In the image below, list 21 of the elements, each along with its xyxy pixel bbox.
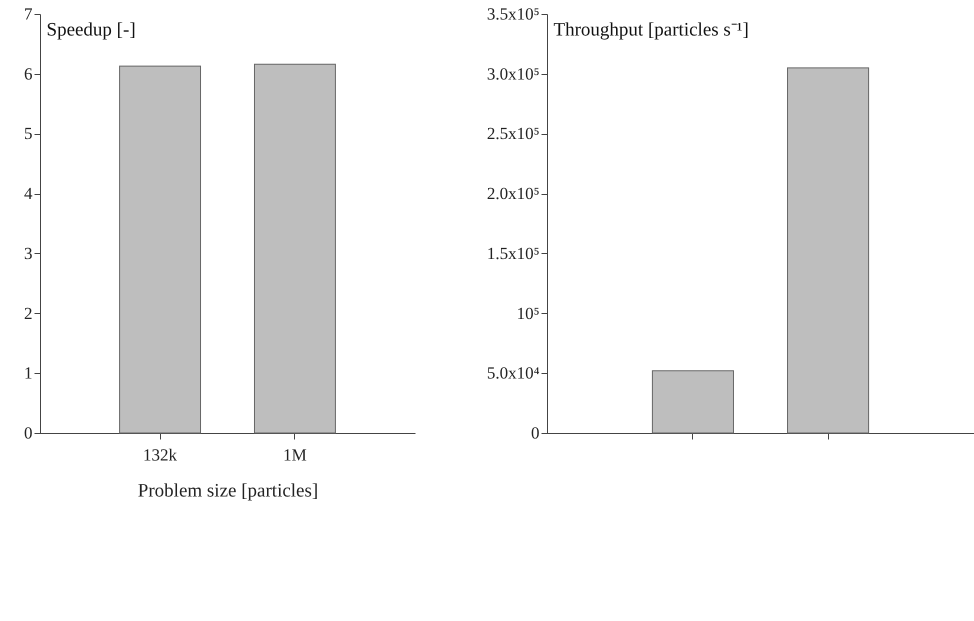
y-tick-label: 3.5x10⁵: [486, 4, 540, 24]
y-tick-label: 2.5x10⁵: [486, 124, 540, 144]
x-tick-label: 132k: [143, 446, 178, 464]
x-tick-label: 1M: [283, 446, 307, 464]
y-tick-label: 3.0x10⁵: [486, 64, 540, 84]
y-tick-label: 0: [24, 424, 32, 442]
y-tick-label: 0: [531, 424, 540, 442]
y-tick-label: 2.0x10⁵: [486, 184, 540, 204]
y-axis-title: Speedup [-]: [46, 20, 136, 40]
y-tick-label: 7: [24, 4, 33, 24]
y-tick-label: 2: [24, 304, 32, 323]
y-tick-label: 6: [24, 64, 32, 84]
y-tick-label: 5: [24, 124, 32, 144]
y-tick-label: 4: [24, 184, 33, 204]
y-tick-label: 5.0x10⁴: [486, 364, 540, 383]
x-axis-title: Problem size [particles]: [138, 480, 318, 502]
y-axis-title: Throughput [particles s⁻¹]: [554, 20, 749, 40]
y-tick-label: 1.5x10⁵: [486, 244, 540, 263]
y-tick-label: 10⁵: [516, 304, 540, 323]
y-tick-label: 1: [24, 364, 32, 383]
y-tick-label: 3: [24, 244, 32, 263]
